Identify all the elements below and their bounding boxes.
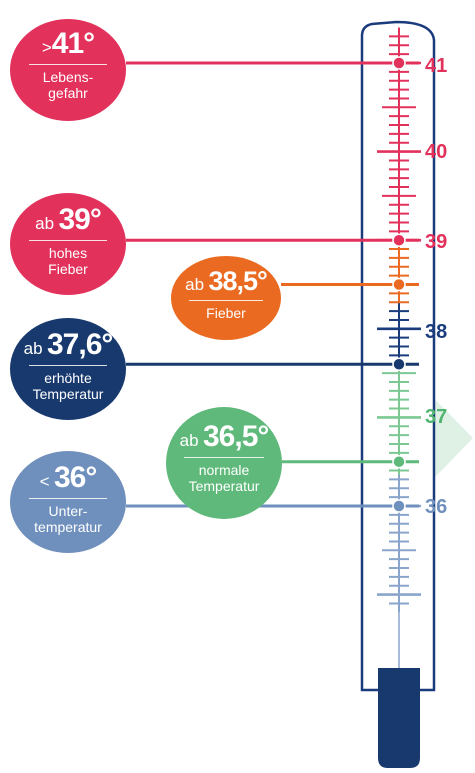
bubble-divider [29, 365, 107, 366]
threshold-marker [392, 233, 406, 247]
bubble-lebensgefahr: >41° Lebens- gefahr [10, 19, 126, 121]
bubble-untertemperatur: < 36° Unter- temperatur [10, 451, 126, 553]
bubble-description: Unter- temperatur [34, 503, 102, 535]
bubble-erhoehte-temperatur: ab 37,6° erhöhte Temperatur [10, 318, 126, 420]
bubble-divider [29, 240, 107, 241]
bubble-prefix: ab [185, 275, 205, 294]
bubble-prefix: ab [35, 214, 55, 233]
scale-label-38: 38 [425, 321, 448, 343]
bubble-description: Fieber [206, 305, 246, 321]
bubble-hohes-fieber: ab 39° hohes Fieber [10, 193, 126, 295]
bubble-divider [184, 457, 264, 458]
bubble-value: 41° [51, 27, 95, 60]
bubble-prefix: > [41, 38, 52, 57]
bubble-prefix: ab [23, 339, 43, 358]
scale-label-39: 39 [425, 231, 448, 253]
bubble-description: erhöhte Temperatur [32, 370, 104, 402]
scale-label-40: 40 [425, 141, 448, 163]
threshold-marker [392, 357, 406, 371]
scale-label-37: 37 [425, 406, 448, 428]
bubble-prefix: < [39, 472, 50, 491]
threshold-marker [392, 499, 406, 513]
bubble-description: Lebens- gefahr [42, 69, 94, 101]
bubble-description: hohes Fieber [48, 245, 88, 277]
bubble-fieber: ab 38,5° Fieber [171, 256, 281, 340]
bubble-divider [189, 300, 263, 301]
bubble-value: 38,5° [208, 266, 268, 296]
threshold-marker [392, 56, 406, 70]
threshold-marker [392, 277, 406, 292]
bubble-value: 39° [58, 203, 102, 236]
scale-label-41: 41 [425, 55, 448, 77]
bubble-value: 36,5° [202, 420, 269, 453]
bubble-description: normale Temperatur [188, 462, 260, 494]
bubble-value: 37,6° [46, 328, 113, 361]
thermometer-bulb [378, 668, 420, 768]
bubble-value: 36° [54, 461, 97, 494]
threshold-marker [392, 454, 406, 469]
bubble-divider [29, 64, 107, 65]
scale-label-36: 36 [425, 496, 448, 518]
bubble-divider [29, 498, 107, 499]
bubble-prefix: ab [179, 431, 199, 450]
bubble-normale-temperatur: ab 36,5° normale Temperatur [166, 407, 282, 519]
